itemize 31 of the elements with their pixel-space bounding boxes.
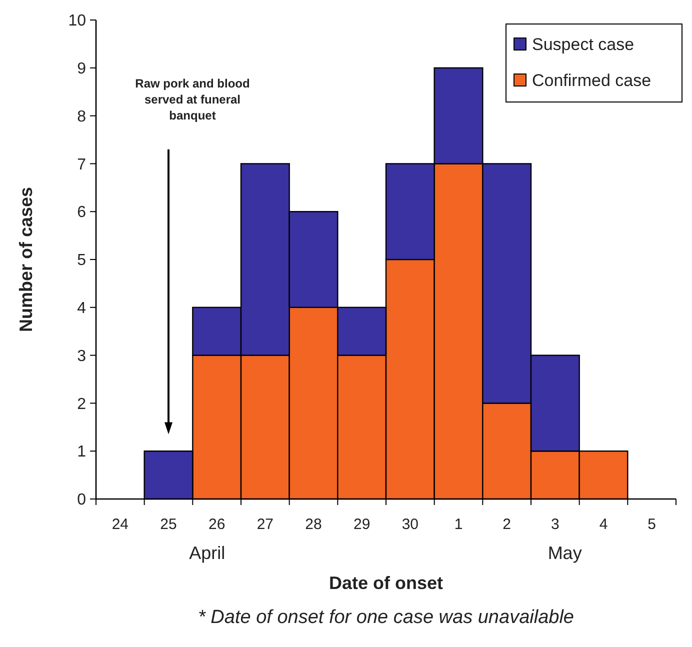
text: * Date of onset for one case was unavailable <box>198 607 574 628</box>
y-tick-label: 2 <box>77 396 86 413</box>
y-tick-label: 8 <box>77 108 86 126</box>
legend-label: Confirmed case <box>532 70 652 90</box>
x-tick-label: 24 <box>112 516 129 533</box>
x-tick-label: 5 <box>648 516 656 533</box>
annotation: Raw pork and blood served at funeral banquet <box>135 76 250 122</box>
y-tick-label: 10 <box>68 12 86 30</box>
x-tick-label: 26 <box>208 516 226 533</box>
x-tick-label: 2 <box>502 516 512 533</box>
y-tick-label: 3 <box>77 348 86 365</box>
y-tick-label: 0 <box>77 492 86 509</box>
x-tick-label: 3 <box>550 516 560 533</box>
y-tick-label: 4 <box>77 300 86 317</box>
text: May <box>548 543 582 563</box>
y-axis-title: Number of cases <box>16 186 36 332</box>
y-tick-label: 5 <box>77 252 86 270</box>
y-tick-label: 9 <box>77 60 86 78</box>
y-tick-label: 6 <box>77 204 86 222</box>
legend-label: Suspect case <box>532 34 634 54</box>
x-tick-label: 29 <box>353 516 370 533</box>
x-tick-label: 28 <box>305 516 322 533</box>
text: April <box>189 543 226 563</box>
x-tick-label: 4 <box>599 516 608 533</box>
x-tick-label: 27 <box>256 516 274 533</box>
x-tick-label: 25 <box>160 516 177 533</box>
y-tick-label: 1 <box>77 444 86 461</box>
x-tick-label: 1 <box>454 516 463 533</box>
x-axis-title: Date of onset <box>328 573 444 593</box>
x-tick-label: 30 <box>402 516 419 533</box>
y-tick-label: 7 <box>77 156 86 174</box>
